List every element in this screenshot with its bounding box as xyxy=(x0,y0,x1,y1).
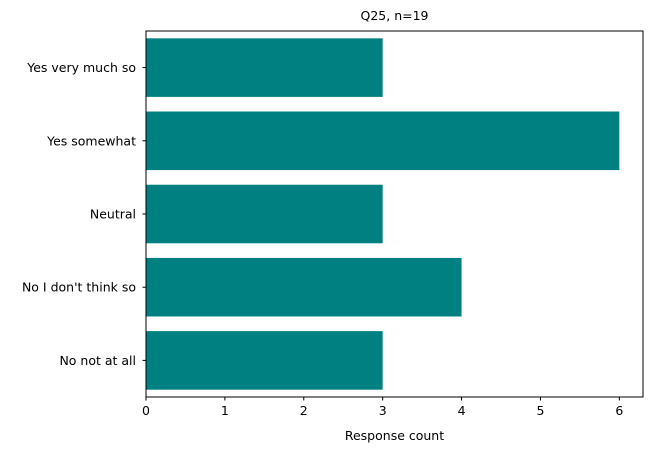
x-tick-label: 5 xyxy=(536,403,544,418)
x-tick-label: 1 xyxy=(221,403,229,418)
y-axis: Yes very much so Yes somewhat Neutral No I … xyxy=(22,60,146,368)
bar-no-not-at-all xyxy=(146,331,383,390)
y-tick-label: Neutral xyxy=(90,207,136,222)
bar-no-i-don-t-think-so xyxy=(146,257,462,317)
bars-group xyxy=(146,38,620,390)
plot-frame xyxy=(145,30,644,398)
y-tick-label: No I don't think so xyxy=(22,280,136,295)
chart-title: Q25, n=19 xyxy=(361,8,429,23)
bar-neutral xyxy=(146,184,383,244)
x-axis: 0 1 2 3 4 5 6 xyxy=(142,397,623,418)
y-tick-label: Yes very much so xyxy=(26,60,136,75)
y-tick-label: No not at all xyxy=(59,353,136,368)
y-tick-label: Yes somewhat xyxy=(46,133,136,148)
x-tick-label: 4 xyxy=(458,403,466,418)
x-tick-label: 2 xyxy=(300,403,308,418)
bar-yes-somewhat xyxy=(146,111,620,171)
x-tick-label: 3 xyxy=(379,403,387,418)
x-axis-label: Response count xyxy=(345,428,444,443)
x-tick-label: 0 xyxy=(142,403,150,418)
x-tick-label: 6 xyxy=(615,403,623,418)
bar-yes-very-much-so xyxy=(146,38,383,97)
